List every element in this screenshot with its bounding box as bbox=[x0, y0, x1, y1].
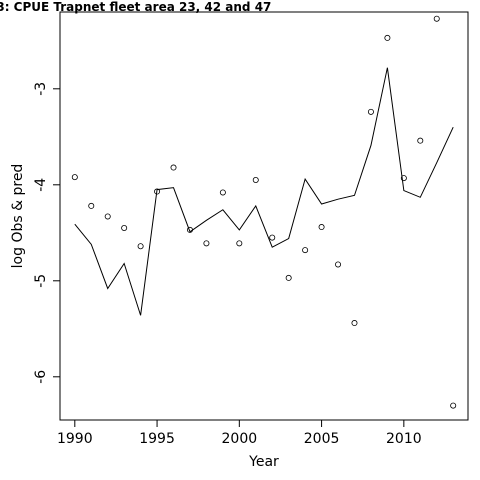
observed-point bbox=[335, 261, 342, 268]
x-tick-label: 1995 bbox=[139, 431, 175, 447]
plot-frame bbox=[59, 11, 469, 421]
predicted-line bbox=[74, 67, 454, 316]
y-tick-label: -4 bbox=[33, 178, 49, 192]
observed-point bbox=[170, 164, 177, 171]
observed-point bbox=[269, 234, 276, 241]
observed-point bbox=[154, 188, 161, 195]
observed-point bbox=[137, 243, 144, 250]
observed-point bbox=[88, 202, 95, 209]
x-axis-label: Year bbox=[248, 454, 279, 470]
x-tick-label: 2010 bbox=[386, 431, 422, 447]
observed-point bbox=[71, 174, 78, 181]
y-tick-label: -3 bbox=[33, 82, 49, 96]
observed-point bbox=[351, 320, 358, 327]
observed-point bbox=[203, 240, 210, 247]
observed-point bbox=[219, 189, 226, 196]
observed-point bbox=[433, 15, 440, 22]
observed-point bbox=[121, 224, 128, 231]
chart-title: 03: CPUE Trapnet fleet area 23, 42 and 4… bbox=[0, 0, 271, 14]
observed-point bbox=[236, 240, 243, 247]
predicted-series bbox=[74, 67, 454, 316]
y-tick-label: -6 bbox=[33, 370, 49, 384]
x-tick-label: 2000 bbox=[222, 431, 258, 447]
y-axis-label: log Obs & pred bbox=[10, 164, 26, 269]
observed-point bbox=[318, 224, 325, 231]
observed-point bbox=[384, 34, 391, 41]
observed-point bbox=[252, 176, 259, 183]
observed-point bbox=[302, 247, 309, 254]
y-axis: -6 -5 -4 -3 bbox=[33, 82, 61, 384]
observed-point bbox=[285, 274, 292, 281]
x-tick-label: 2005 bbox=[304, 431, 340, 447]
observed-series bbox=[71, 15, 457, 409]
x-axis: 1990 1995 2000 2005 2010 bbox=[57, 419, 422, 447]
x-tick-label: 1990 bbox=[57, 431, 93, 447]
observed-point bbox=[104, 213, 111, 220]
observed-point bbox=[400, 175, 407, 182]
y-tick-label: -5 bbox=[33, 274, 49, 288]
observed-point bbox=[417, 137, 424, 144]
observed-point bbox=[450, 402, 457, 409]
observed-point bbox=[186, 226, 193, 233]
observed-point bbox=[367, 108, 374, 115]
